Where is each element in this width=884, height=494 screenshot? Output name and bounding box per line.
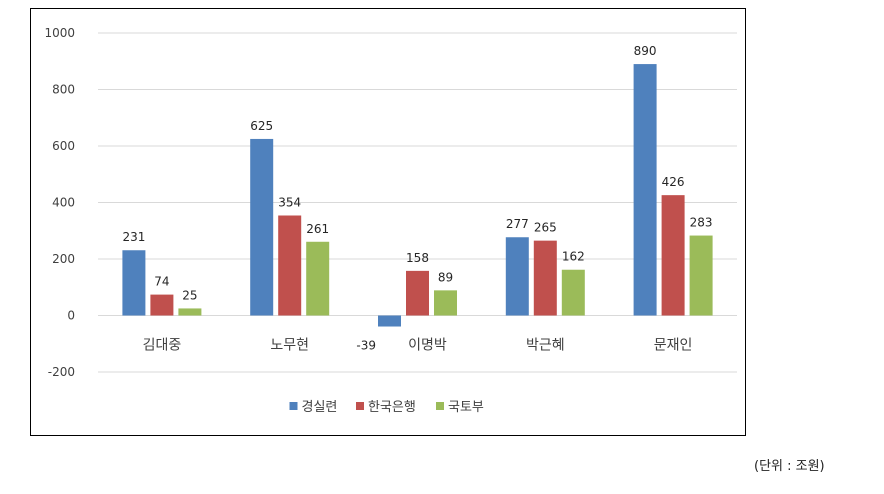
category-label: 이명박 [408,338,447,354]
bar [122,250,146,316]
data-label: 890 [634,44,657,58]
legend-label: 경실련 [302,400,338,415]
data-label: 74 [154,275,169,289]
data-label: 89 [438,270,453,284]
legend-swatch [289,402,298,410]
data-label: 283 [690,216,713,230]
y-tick-label: -200 [48,365,75,379]
category-label: 박근혜 [526,338,565,354]
bar [434,290,457,316]
y-tick-label: 0 [67,309,75,323]
bar [250,138,274,316]
category-label: 노무현 [270,338,309,354]
data-label: -39 [356,339,376,353]
data-label: 25 [182,288,197,302]
legend-label: 한국은행 [368,399,416,415]
data-label: 426 [662,175,685,189]
bar [505,237,529,316]
bar [306,241,330,316]
y-tick-label: 400 [52,196,75,210]
bar [633,64,657,316]
data-label: 277 [506,217,529,231]
bar [561,269,585,316]
y-tick-label: 600 [52,139,75,153]
y-tick-label: 800 [52,83,75,97]
bar [150,294,174,316]
bar [689,235,713,316]
bar [178,308,202,316]
bar [378,315,401,327]
data-label: 162 [562,250,585,264]
bar [406,270,429,316]
y-tick-label: 200 [52,252,75,266]
legend-swatch [436,402,444,410]
data-label: 261 [306,222,329,236]
bar [278,215,302,316]
chart-frame: -200 0 200 400 600 800 1000 231 74 25 김대중 625 354 261… [30,8,746,436]
y-tick-label: 1000 [44,26,75,40]
data-label: 231 [122,230,145,244]
data-label: 265 [534,221,557,235]
category-label: 문재인 [654,338,693,354]
data-label: 354 [278,195,301,209]
unit-note: (단위 : 조원) [754,459,825,474]
bar [533,240,557,316]
legend-swatch [356,402,364,410]
data-label: 158 [406,251,429,265]
legend-label: 국토부 [448,400,484,415]
bar-chart: -200 0 200 400 600 800 1000 231 74 25 김대중 625 354 261… [44,26,737,415]
data-label: 625 [250,119,273,133]
bar [661,195,685,316]
category-label: 김대중 [143,338,182,354]
